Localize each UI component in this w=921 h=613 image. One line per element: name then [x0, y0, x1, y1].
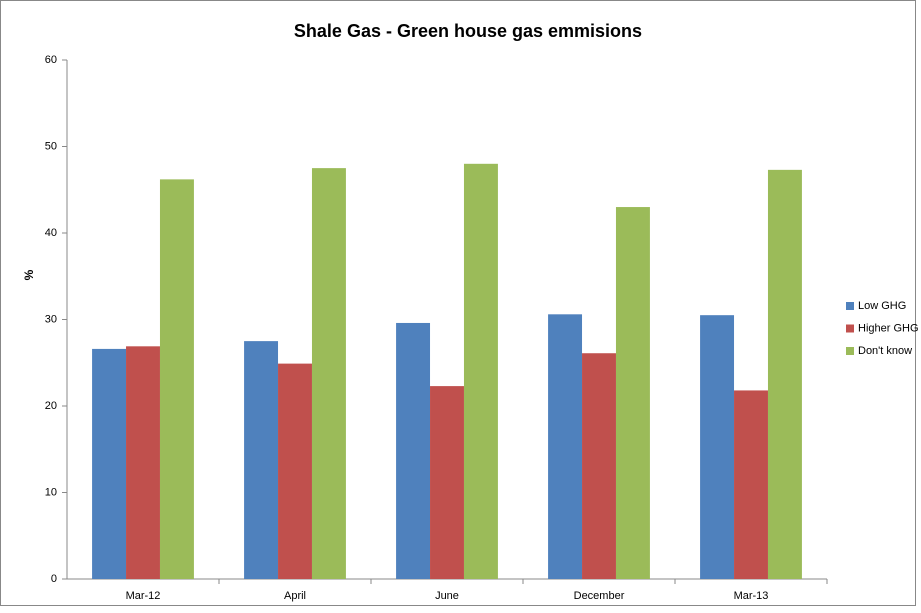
bar — [734, 390, 768, 579]
y-tick-label: 60 — [45, 54, 57, 66]
bar — [548, 314, 583, 579]
bar — [700, 315, 735, 579]
legend-label: Low GHG — [858, 300, 906, 312]
bar — [430, 386, 464, 579]
bar — [311, 168, 346, 579]
bar — [244, 341, 279, 579]
y-tick-label: 40 — [45, 227, 57, 239]
x-tick-label: December — [574, 590, 625, 602]
legend-label: Don't know — [858, 345, 912, 357]
x-tick-label: Mar-13 — [734, 590, 769, 602]
y-tick-label: 20 — [45, 400, 57, 412]
y-axis-label: % — [22, 269, 36, 280]
bar — [767, 169, 802, 580]
y-tick-label: 10 — [45, 486, 57, 498]
bar — [159, 179, 194, 579]
bar — [92, 348, 127, 579]
bar — [278, 363, 312, 579]
y-tick-label: 50 — [45, 140, 57, 152]
bar — [126, 346, 160, 579]
x-tick-label: Mar-12 — [126, 590, 161, 602]
legend-label: Higher GHG — [858, 322, 919, 334]
legend-swatch — [846, 324, 854, 333]
x-tick-label: April — [284, 590, 306, 602]
chart-title: Shale Gas - Green house gas emmisions — [294, 21, 642, 41]
x-tick-label: June — [435, 590, 459, 602]
y-tick-label: 0 — [51, 573, 57, 585]
bar — [615, 207, 650, 580]
y-tick-label: 30 — [45, 313, 57, 325]
bar — [582, 353, 616, 579]
bar — [396, 322, 431, 579]
legend-swatch — [846, 347, 854, 355]
legend-swatch — [846, 302, 854, 310]
bar — [463, 163, 498, 580]
